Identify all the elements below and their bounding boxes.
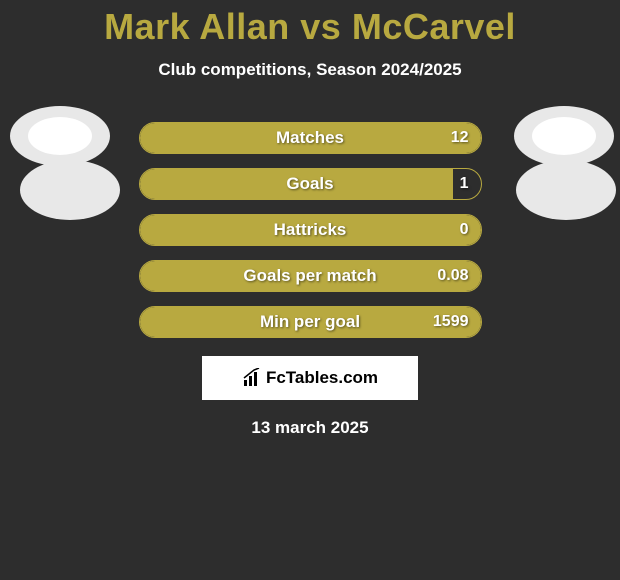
avatar-placeholder-icon bbox=[534, 171, 598, 209]
date-text: 13 march 2025 bbox=[251, 418, 368, 438]
avatar-placeholder-icon bbox=[28, 117, 92, 155]
stat-value: 1 bbox=[460, 175, 469, 193]
stat-label: Goals bbox=[286, 174, 333, 194]
comparison-infographic: Mark Allan vs McCarvel Club competitions… bbox=[0, 0, 620, 438]
player-a-avatar-1 bbox=[10, 106, 110, 166]
chart-icon bbox=[242, 368, 262, 388]
stat-value: 0.08 bbox=[437, 267, 468, 285]
stat-label: Matches bbox=[276, 128, 344, 148]
subtitle: Club competitions, Season 2024/2025 bbox=[158, 60, 461, 80]
branding-box: FcTables.com bbox=[202, 356, 418, 400]
stat-value: 12 bbox=[451, 129, 469, 147]
stat-label: Min per goal bbox=[260, 312, 360, 332]
avatar-placeholder-icon bbox=[38, 171, 102, 209]
stat-bar-goals-per-match: Goals per match 0.08 bbox=[139, 260, 482, 292]
stat-bar-min-per-goal: Min per goal 1599 bbox=[139, 306, 482, 338]
player-b-avatar-2 bbox=[516, 160, 616, 220]
stat-bar-goals: Goals 1 bbox=[139, 168, 482, 200]
stat-value: 1599 bbox=[433, 313, 469, 331]
player-b-avatar-1 bbox=[514, 106, 614, 166]
player-a-avatar-2 bbox=[20, 160, 120, 220]
page-title: Mark Allan vs McCarvel bbox=[104, 6, 516, 48]
stat-value: 0 bbox=[460, 221, 469, 239]
stat-bar-hattricks: Hattricks 0 bbox=[139, 214, 482, 246]
stat-label: Hattricks bbox=[274, 220, 347, 240]
stat-label: Goals per match bbox=[243, 266, 376, 286]
branding-text: FcTables.com bbox=[266, 368, 378, 388]
avatar-placeholder-icon bbox=[532, 117, 596, 155]
stat-bar-matches: Matches 12 bbox=[139, 122, 482, 154]
